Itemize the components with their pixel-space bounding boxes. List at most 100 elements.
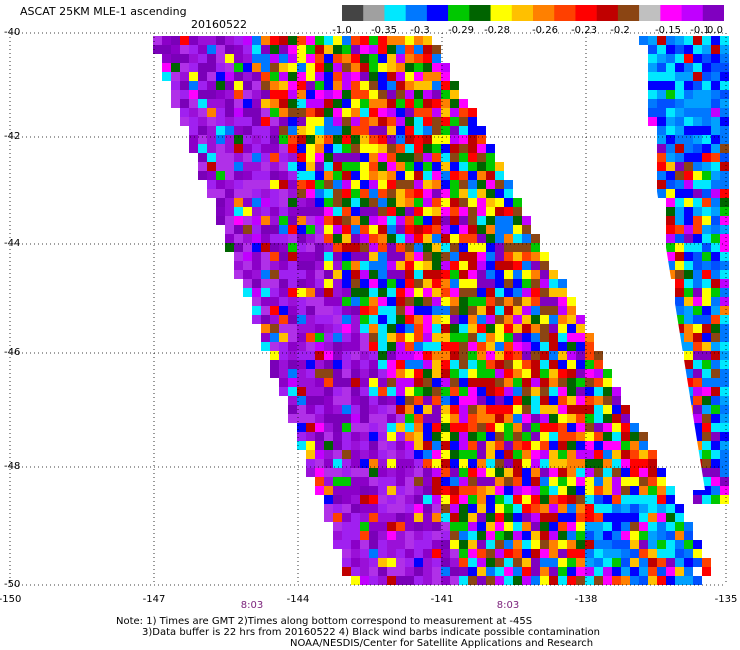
swath-cell — [720, 198, 729, 207]
swath-cell — [288, 162, 297, 171]
swath-cell — [585, 495, 594, 504]
swath-cell — [720, 396, 729, 405]
swath-cell — [540, 540, 549, 549]
swath-cell — [513, 513, 522, 522]
swath-cell — [288, 135, 297, 144]
swath-cell — [324, 108, 333, 117]
swath-cell — [693, 342, 702, 351]
swath-cell — [504, 450, 513, 459]
swath-cell — [486, 243, 495, 252]
swath-cell — [585, 468, 594, 477]
swath-cell — [342, 333, 351, 342]
swath-cell — [288, 54, 297, 63]
swath-cell — [378, 90, 387, 99]
swath-cell — [360, 90, 369, 99]
swath-cell — [477, 324, 486, 333]
swath-cell — [432, 225, 441, 234]
swath-cell — [468, 342, 477, 351]
swath-cell — [396, 288, 405, 297]
swath-cell — [666, 531, 675, 540]
swath-cell — [279, 72, 288, 81]
swath-cell — [684, 72, 693, 81]
swath-cell — [594, 504, 603, 513]
swath-cell — [585, 369, 594, 378]
swath-cell — [450, 576, 459, 585]
swath-cell — [333, 63, 342, 72]
swath-cell — [513, 495, 522, 504]
swath-cell — [630, 567, 639, 576]
swath-cell — [360, 486, 369, 495]
swath-cell — [585, 531, 594, 540]
swath-cell — [486, 405, 495, 414]
swath-cell — [675, 225, 684, 234]
swath-cell — [369, 423, 378, 432]
swath-cell — [288, 81, 297, 90]
swath-cell — [495, 288, 504, 297]
swath-cell — [513, 540, 522, 549]
swath-cell — [297, 99, 306, 108]
swath-cell — [315, 369, 324, 378]
swath-cell — [405, 423, 414, 432]
swath-cell — [207, 189, 216, 198]
swath-cell — [387, 117, 396, 126]
swath-cell — [387, 171, 396, 180]
swath-cell — [198, 108, 207, 117]
swath-cell — [468, 153, 477, 162]
swath-cell — [342, 315, 351, 324]
swath-cell — [585, 450, 594, 459]
swath-cell — [675, 513, 684, 522]
swath-cell — [288, 342, 297, 351]
swath-cell — [702, 369, 711, 378]
swath-cell — [234, 270, 243, 279]
swath-cell — [666, 63, 675, 72]
swath-cell — [423, 162, 432, 171]
swath-cell — [657, 558, 666, 567]
swath-cell — [585, 549, 594, 558]
swath-cell — [378, 180, 387, 189]
swath-cell — [711, 450, 720, 459]
swath-cell — [270, 153, 279, 162]
swath-cell — [342, 360, 351, 369]
swath-cell — [711, 225, 720, 234]
swath-cell — [360, 99, 369, 108]
swath-cell — [396, 144, 405, 153]
swath-cell — [207, 36, 216, 45]
swath-cell — [504, 333, 513, 342]
swath-cell — [360, 333, 369, 342]
swath-cell — [585, 387, 594, 396]
swath-cell — [387, 81, 396, 90]
swath-cell — [288, 369, 297, 378]
swath-cell — [387, 414, 396, 423]
swath-cell — [702, 162, 711, 171]
swath-cell — [378, 108, 387, 117]
swath-cell — [441, 81, 450, 90]
swath-cell — [225, 162, 234, 171]
swath-cell — [180, 54, 189, 63]
swath-cell — [261, 324, 270, 333]
swath-cell — [702, 36, 711, 45]
swath-cell — [369, 486, 378, 495]
swath-cell — [693, 378, 702, 387]
swath-cell — [351, 432, 360, 441]
swath-cell — [252, 162, 261, 171]
swath-cell — [459, 513, 468, 522]
swath-cell — [333, 324, 342, 333]
swath-cell — [360, 432, 369, 441]
swath-cell — [279, 369, 288, 378]
swath-cell — [504, 477, 513, 486]
swath-cell — [639, 495, 648, 504]
swath-cell — [693, 171, 702, 180]
swath-cell — [495, 216, 504, 225]
swath-cell — [702, 486, 711, 495]
swath-cell — [378, 225, 387, 234]
swath-cell — [585, 522, 594, 531]
swath-cell — [720, 333, 729, 342]
swath-cell — [468, 288, 477, 297]
swath-cell — [495, 549, 504, 558]
swath-cell — [504, 207, 513, 216]
swath-cell — [477, 207, 486, 216]
swath-cell — [279, 234, 288, 243]
swath-cell — [396, 252, 405, 261]
swath-cell — [486, 216, 495, 225]
swath-cell — [459, 531, 468, 540]
